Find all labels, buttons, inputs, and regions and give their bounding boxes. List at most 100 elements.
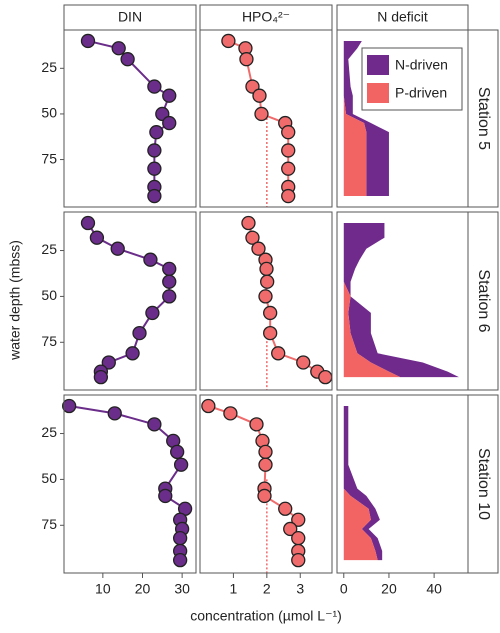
data-point xyxy=(263,305,278,321)
legend-label: N-driven xyxy=(395,57,448,73)
data-point xyxy=(162,274,177,289)
data-point xyxy=(147,79,162,94)
legend-swatch xyxy=(367,83,389,103)
panel xyxy=(80,33,177,204)
y-tick-label: 50 xyxy=(41,287,57,303)
y-tick-label: 25 xyxy=(41,59,57,75)
data-point xyxy=(143,252,158,267)
data-point xyxy=(162,261,177,277)
data-point xyxy=(258,457,273,472)
panel xyxy=(343,406,383,561)
data-point xyxy=(296,355,311,370)
panel xyxy=(201,398,306,573)
x-tick-label: 20 xyxy=(381,581,397,597)
data-point xyxy=(263,325,278,341)
data-point xyxy=(62,398,77,414)
station-strip xyxy=(467,29,499,208)
data-point xyxy=(278,501,293,516)
panel-frame xyxy=(336,211,469,391)
data-point xyxy=(281,161,296,176)
data-point xyxy=(149,125,164,140)
n-driven-area xyxy=(343,406,383,561)
data-point xyxy=(147,161,162,176)
data-point xyxy=(162,289,177,304)
y-tick-label: 25 xyxy=(41,241,57,257)
column-strip xyxy=(336,4,469,31)
data-point xyxy=(111,41,126,56)
data-point xyxy=(249,417,264,432)
column-strip xyxy=(199,4,333,31)
y-tick-label: 25 xyxy=(41,424,57,440)
x-axis-label: concentration (µmol L⁻¹) xyxy=(190,608,342,624)
panel-frame xyxy=(63,211,197,391)
data-point xyxy=(251,241,266,256)
data-point xyxy=(170,444,185,460)
y-axis-label: water depth (mbss) xyxy=(7,240,23,361)
data-point xyxy=(162,115,177,131)
y-tick-label: 75 xyxy=(41,516,57,532)
data-point xyxy=(245,230,260,245)
x-tick-label: 3 xyxy=(296,581,304,597)
data-point xyxy=(172,553,188,568)
data-point xyxy=(147,417,162,432)
panel-frame xyxy=(63,394,197,574)
data-point xyxy=(281,125,296,140)
data-point xyxy=(252,88,267,103)
column-strip xyxy=(63,4,197,31)
data-point xyxy=(89,230,105,245)
data-point xyxy=(132,325,147,341)
column-title: DIN xyxy=(118,9,142,25)
station-strip xyxy=(467,211,499,391)
data-point xyxy=(291,530,306,546)
data-point xyxy=(145,305,160,321)
panel-frame xyxy=(336,29,469,208)
x-tick-label: 10 xyxy=(95,581,111,597)
y-tick-label: 75 xyxy=(41,150,57,166)
data-point xyxy=(223,406,238,421)
x-tick-label: 20 xyxy=(135,581,151,597)
data-point xyxy=(107,406,122,421)
data-point xyxy=(271,346,286,361)
panel-frame xyxy=(336,394,469,574)
x-tick-label: 40 xyxy=(426,581,442,597)
y-tick-label: 50 xyxy=(41,105,57,121)
column-title: HPO₄²⁻ xyxy=(242,9,290,25)
station-label: Station 6 xyxy=(475,269,492,332)
data-point xyxy=(120,52,135,67)
legend-label: P-driven xyxy=(395,85,447,101)
panel-frame xyxy=(199,211,333,391)
x-tick-label: 2 xyxy=(263,581,271,597)
panel-frame xyxy=(199,394,333,574)
data-point xyxy=(259,261,274,277)
n-driven-area xyxy=(343,223,459,378)
data-point xyxy=(101,355,116,370)
x-tick-label: 30 xyxy=(174,581,190,597)
data-point xyxy=(93,370,109,385)
panel-frame xyxy=(199,29,333,208)
data-point xyxy=(173,457,189,472)
x-tick-label: 0 xyxy=(340,581,348,597)
panel xyxy=(343,223,459,378)
data-point xyxy=(110,241,125,256)
data-point xyxy=(260,274,275,289)
data-point xyxy=(147,188,162,204)
data-point xyxy=(241,215,256,231)
panel xyxy=(343,40,389,197)
data-point xyxy=(125,346,140,361)
panel xyxy=(62,398,193,568)
data-point xyxy=(158,488,173,504)
data-point xyxy=(80,33,96,49)
x-tick-label: 1 xyxy=(230,581,238,597)
data-point xyxy=(239,52,254,67)
data-point xyxy=(291,512,306,527)
data-point xyxy=(201,398,216,414)
panel xyxy=(80,215,177,385)
data-point xyxy=(80,215,96,231)
data-point xyxy=(281,188,296,204)
data-point xyxy=(258,444,273,460)
y-tick-label: 75 xyxy=(41,333,57,349)
panel xyxy=(221,33,296,207)
data-point xyxy=(162,88,177,103)
data-point xyxy=(281,143,296,158)
